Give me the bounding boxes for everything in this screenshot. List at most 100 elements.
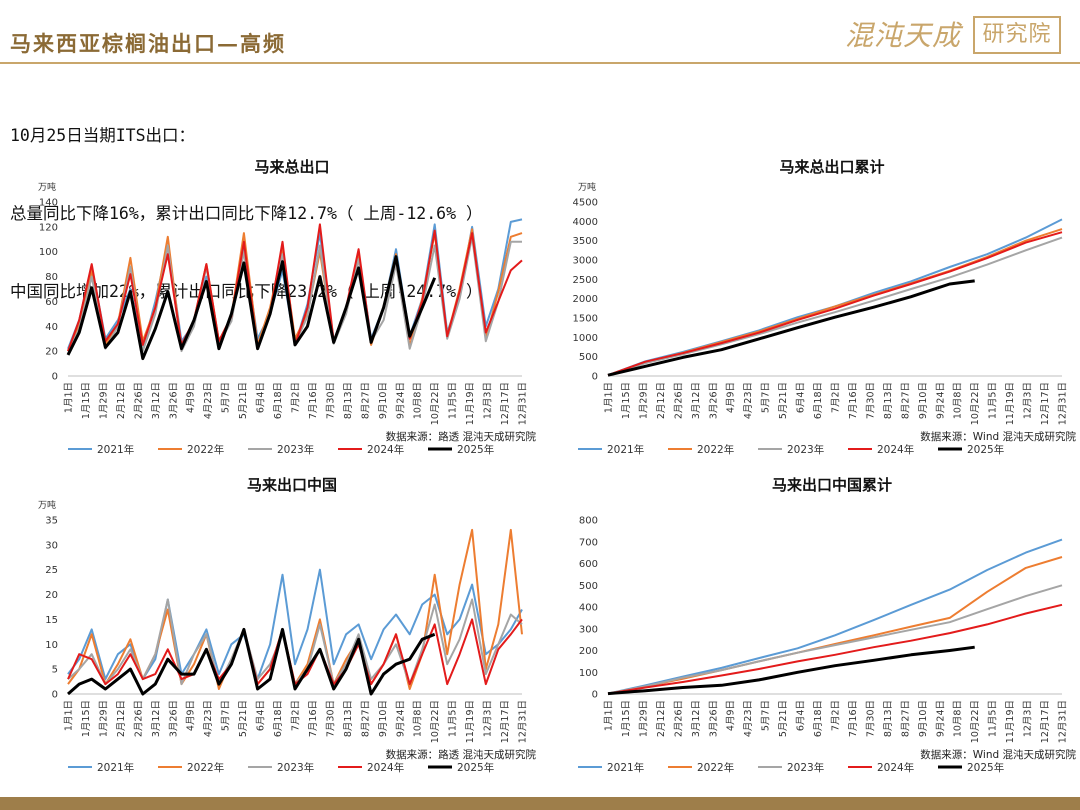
x-tick-label: 7月30日	[325, 700, 336, 737]
x-tick-label: 1月29日	[638, 382, 649, 419]
x-tick-label: 1月1日	[604, 382, 615, 413]
x-tick-label: 1月1日	[64, 700, 75, 731]
x-tick-label: 5月7日	[221, 700, 232, 731]
legend-label: 2021年	[97, 443, 134, 456]
x-tick-label: 5月7日	[761, 382, 772, 413]
y-tick-label: 25	[45, 565, 58, 576]
source-note: 数据来源：路透 混沌天成研究院	[386, 748, 537, 761]
x-tick-label: 9月10日	[918, 700, 929, 737]
header-rule	[0, 62, 1080, 64]
legend-label: 2024年	[367, 761, 404, 774]
y-tick-label: 60	[45, 297, 58, 308]
x-tick-label: 2月26日	[133, 700, 144, 737]
x-tick-label: 12月17日	[500, 700, 511, 743]
x-tick-label: 7月2日	[831, 382, 842, 413]
y-tick-label: 500	[579, 352, 598, 363]
x-tick-label: 5月21日	[238, 700, 249, 737]
y-tick-label: 120	[39, 222, 58, 233]
legend-label: 2023年	[787, 761, 824, 774]
x-tick-label: 2月26日	[673, 700, 684, 737]
legend-label: 2021年	[607, 761, 644, 774]
x-tick-label: 4月23日	[743, 700, 754, 737]
x-tick-label: 4月9日	[726, 382, 737, 413]
y-tick-label: 0	[52, 690, 58, 701]
x-tick-label: 9月10日	[378, 382, 389, 419]
x-tick-label: 1月15日	[81, 382, 92, 419]
series-line-2021	[607, 218, 1063, 377]
x-tick-label: 4月9日	[726, 700, 737, 731]
y-tick-label: 10	[45, 640, 58, 651]
y-axis-unit: 万吨	[38, 499, 56, 511]
x-tick-label: 7月16日	[848, 700, 859, 737]
logo: 混沌天成 研究院	[845, 10, 1061, 56]
x-tick-label: 9月24日	[395, 700, 406, 737]
x-tick-label: 12月31日	[1058, 382, 1069, 425]
chart-title: 马来总出口	[254, 158, 329, 176]
legend-label: 2021年	[97, 761, 134, 774]
series-line-2025	[66, 255, 437, 361]
x-tick-label: 5月21日	[778, 700, 789, 737]
y-tick-label: 3500	[573, 236, 598, 247]
legend-label: 2025年	[967, 761, 1004, 774]
legend-label: 2022年	[187, 761, 224, 774]
x-tick-label: 8月13日	[343, 382, 354, 419]
x-tick-label: 12月3日	[1023, 382, 1034, 419]
x-tick-label: 12月17日	[1040, 700, 1051, 743]
x-tick-label: 11月5日	[988, 700, 999, 737]
x-tick-label: 8月27日	[360, 700, 371, 737]
legend-label: 2022年	[187, 443, 224, 456]
x-tick-label: 11月19日	[465, 700, 476, 743]
y-tick-label: 200	[579, 646, 598, 657]
x-tick-label: 11月5日	[988, 382, 999, 419]
x-tick-label: 6月18日	[273, 700, 284, 737]
y-tick-label: 5	[52, 665, 58, 676]
x-tick-label: 6月4日	[256, 382, 267, 413]
x-tick-label: 9月24日	[935, 700, 946, 737]
x-tick-label: 10月8日	[413, 382, 424, 419]
summary-text: 10月25日当期ITS出口： 总量同比下降16%，累计出口同比下降12.7%（ …	[10, 71, 482, 331]
x-tick-label: 11月5日	[448, 382, 459, 419]
x-tick-label: 7月16日	[848, 382, 859, 419]
summary-line: 总量同比下降16%，累计出口同比下降12.7%（ 上周-12.6% ）	[10, 204, 483, 223]
y-tick-label: 40	[45, 322, 58, 333]
y-tick-label: 80	[45, 272, 58, 283]
x-tick-label: 6月18日	[273, 382, 284, 419]
x-tick-label: 8月27日	[900, 382, 911, 419]
legend-label: 2021年	[607, 443, 644, 456]
x-tick-label: 11月19日	[1005, 700, 1016, 743]
x-tick-label: 12月17日	[1040, 382, 1051, 425]
x-tick-label: 7月2日	[291, 700, 302, 731]
x-tick-label: 7月30日	[865, 700, 876, 737]
y-tick-label: 3000	[573, 256, 598, 267]
x-tick-label: 1月15日	[621, 700, 632, 737]
x-tick-label: 3月26日	[708, 700, 719, 737]
chart-title: 马来出口中国	[247, 476, 337, 494]
legend-label: 2025年	[967, 443, 1004, 456]
x-tick-label: 1月29日	[638, 700, 649, 737]
x-tick-label: 3月26日	[168, 382, 179, 419]
x-tick-label: 2月12日	[656, 700, 667, 737]
y-tick-label: 0	[592, 690, 598, 701]
x-tick-label: 2月12日	[116, 700, 127, 737]
source-note: 数据来源：路透 混沌天成研究院	[386, 430, 537, 443]
y-tick-label: 400	[579, 603, 598, 614]
x-tick-label: 1月15日	[621, 382, 632, 419]
x-tick-label: 9月10日	[918, 382, 929, 419]
x-tick-label: 5月21日	[238, 382, 249, 419]
x-tick-label: 6月18日	[813, 382, 824, 419]
x-tick-label: 8月13日	[883, 382, 894, 419]
x-tick-label: 12月31日	[518, 382, 529, 425]
x-tick-label: 1月1日	[604, 700, 615, 731]
y-tick-label: 2000	[573, 294, 598, 305]
y-tick-label: 4000	[573, 217, 598, 228]
series-line-2024	[607, 603, 1063, 695]
series-line-2025	[67, 627, 436, 696]
x-tick-label: 8月27日	[360, 382, 371, 419]
x-tick-label: 4月23日	[743, 382, 754, 419]
y-tick-label: 35	[45, 516, 58, 527]
x-tick-label: 12月3日	[483, 700, 494, 737]
y-tick-label: 0	[592, 372, 598, 383]
legend-label: 2023年	[787, 443, 824, 456]
